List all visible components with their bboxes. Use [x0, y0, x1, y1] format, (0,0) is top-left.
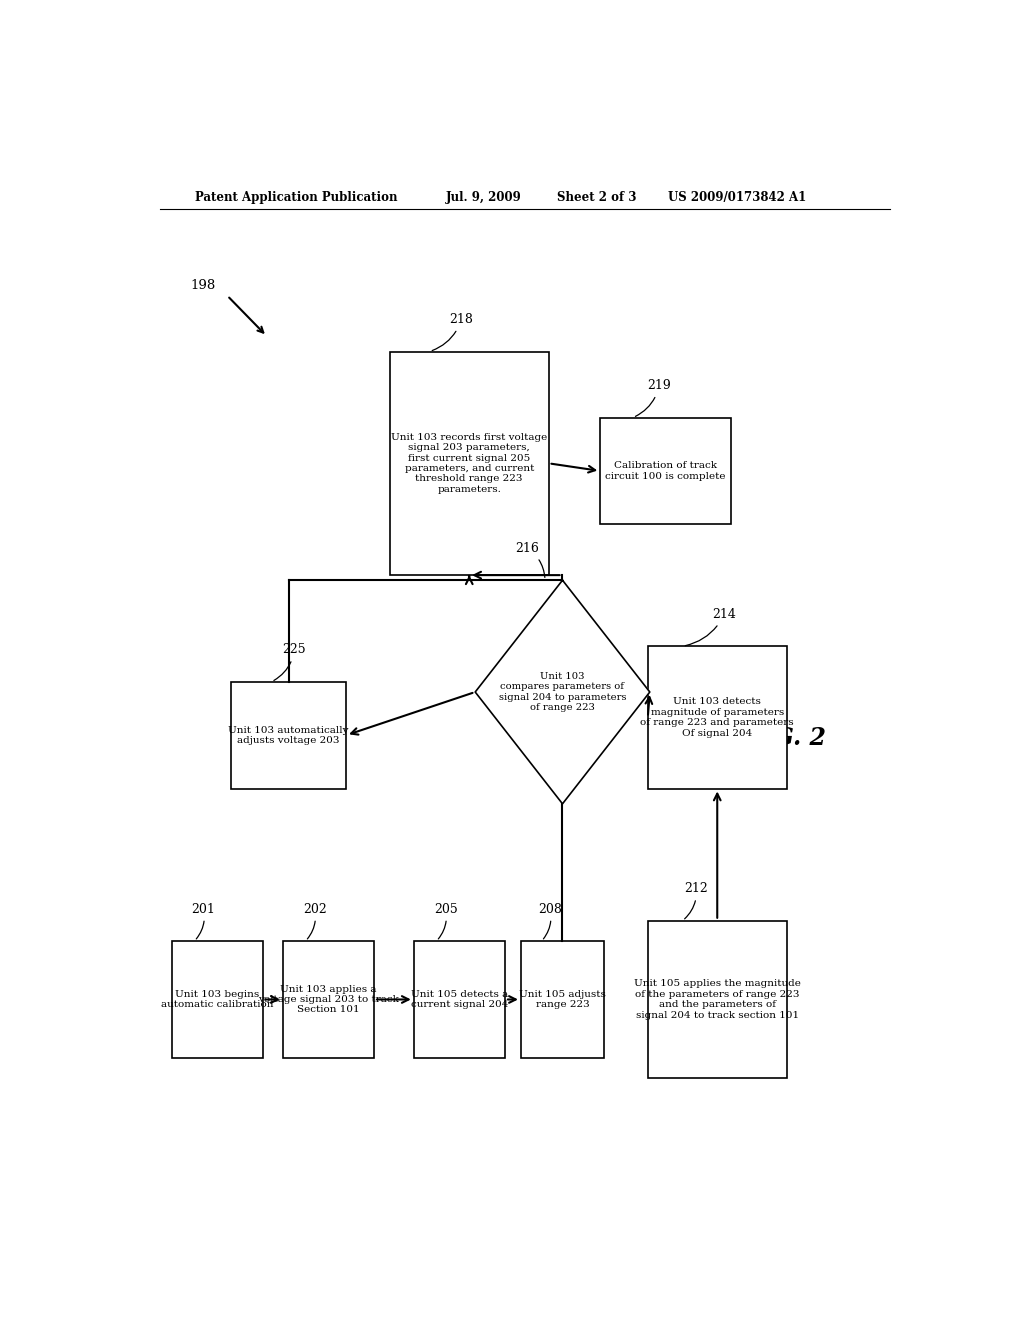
Bar	[283, 941, 374, 1057]
Text: 212: 212	[684, 882, 709, 919]
Text: Unit 105 applies the magnitude
of the parameters of range 223
and the parameters: Unit 105 applies the magnitude of the pa…	[634, 979, 801, 1019]
Bar	[231, 682, 346, 788]
Text: 198: 198	[190, 279, 216, 292]
Text: 218: 218	[432, 313, 473, 351]
Text: 214: 214	[685, 609, 736, 645]
Text: 202: 202	[303, 903, 327, 939]
Text: Unit 105 adjusts
range 223: Unit 105 adjusts range 223	[519, 990, 606, 1010]
Bar	[172, 941, 263, 1057]
Text: Unit 105 detects a
current signal 204: Unit 105 detects a current signal 204	[411, 990, 508, 1010]
Text: US 2009/0173842 A1: US 2009/0173842 A1	[668, 190, 806, 203]
Text: Jul. 9, 2009: Jul. 9, 2009	[445, 190, 521, 203]
Text: Unit 103 detects
magnitude of parameters
of range 223 and parameters
Of signal 2: Unit 103 detects magnitude of parameters…	[640, 697, 794, 738]
Text: Unit 103 begins
automatic calibration: Unit 103 begins automatic calibration	[161, 990, 273, 1010]
Text: 205: 205	[434, 903, 458, 939]
Text: 201: 201	[191, 903, 215, 939]
Text: Unit 103 applies a
voltage signal 203 to track
Section 101: Unit 103 applies a voltage signal 203 to…	[258, 985, 398, 1014]
Text: Unit 103
compares parameters of
signal 204 to parameters
of range 223: Unit 103 compares parameters of signal 2…	[499, 672, 627, 711]
Text: Calibration of track
circuit 100 is complete: Calibration of track circuit 100 is comp…	[605, 461, 726, 480]
Bar	[600, 417, 731, 524]
Bar	[648, 921, 786, 1078]
Text: Sheet 2 of 3: Sheet 2 of 3	[557, 190, 636, 203]
Text: Unit 103 records first voltage
signal 203 parameters,
first current signal 205
p: Unit 103 records first voltage signal 20…	[391, 433, 548, 494]
Polygon shape	[475, 581, 650, 804]
Bar	[521, 941, 604, 1057]
Text: 219: 219	[636, 379, 671, 416]
Bar	[648, 647, 786, 788]
Text: 216: 216	[516, 541, 545, 577]
Text: 225: 225	[273, 643, 306, 681]
Text: Patent Application Publication: Patent Application Publication	[196, 190, 398, 203]
Bar	[390, 351, 549, 576]
Text: Unit 103 automatically
adjusts voltage 203: Unit 103 automatically adjusts voltage 2…	[228, 726, 349, 744]
Text: 208: 208	[538, 903, 562, 939]
Text: FIG. 2: FIG. 2	[746, 726, 826, 750]
Bar	[414, 941, 505, 1057]
